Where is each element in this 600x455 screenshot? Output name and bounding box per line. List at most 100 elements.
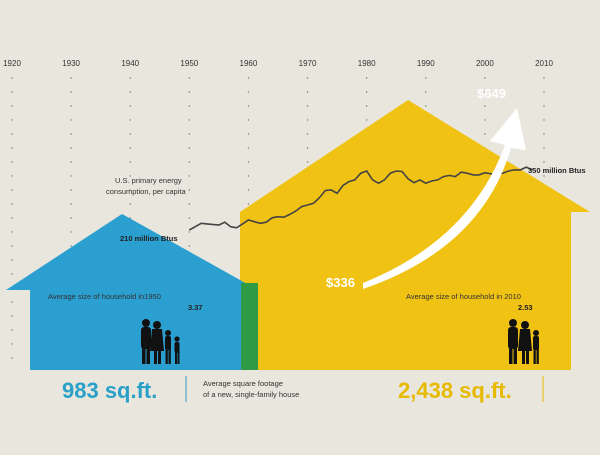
grid-dot <box>11 315 13 317</box>
grid-dot <box>11 245 13 247</box>
grid-dot <box>247 77 250 79</box>
grid-dot <box>188 77 191 79</box>
grid-dot <box>11 119 13 121</box>
grid-dot <box>129 147 131 149</box>
grid-dot <box>188 161 191 163</box>
grid-dot <box>247 133 250 135</box>
grid-dot <box>11 259 13 261</box>
grid-dot <box>543 105 545 107</box>
grid-dot <box>129 161 131 163</box>
year-tick-label: 2010 <box>535 59 553 68</box>
year-tick-label: 1950 <box>180 59 198 68</box>
grid-dot <box>247 147 250 149</box>
year-tick-label: 1990 <box>417 59 435 68</box>
grid-dot <box>484 77 486 79</box>
grid-dot <box>365 105 368 107</box>
grid-dot <box>11 329 13 331</box>
grid-dot <box>484 133 486 135</box>
grid-dot <box>11 343 13 345</box>
grid-dot <box>11 273 13 275</box>
grid-dot <box>11 175 13 177</box>
year-tick-label: 2000 <box>476 59 494 68</box>
grid-dot <box>484 91 486 93</box>
grid-dot <box>70 175 72 177</box>
grid-dot <box>247 119 250 121</box>
year-tick-label: 1940 <box>121 59 139 68</box>
household-2010-text: Average size of household in 2010 <box>406 292 521 301</box>
grid-dot <box>306 161 309 163</box>
grid-dot <box>365 91 368 93</box>
grid-dot <box>70 119 72 121</box>
grid-dot <box>129 203 131 205</box>
grid-dot <box>70 161 72 163</box>
grid-dot <box>188 231 191 233</box>
sqft-caption-line2: of a new, single-family house <box>203 390 299 399</box>
grid-dot <box>188 217 191 219</box>
grid-dot <box>425 105 427 107</box>
year-axis: 1920 1930 1940 1950 1960 1970 1980 1990 2000 2010 <box>3 59 553 68</box>
grid-dot <box>188 91 191 93</box>
grid-dot <box>11 91 13 93</box>
grid-dot <box>425 91 427 93</box>
grid-dot <box>425 77 427 79</box>
grid-dot <box>70 217 72 219</box>
grid-dot <box>484 105 486 107</box>
house-2010-shape <box>240 100 590 370</box>
year-tick-label: 1930 <box>62 59 80 68</box>
grid-dot <box>11 301 13 303</box>
grid-dot <box>70 231 72 233</box>
grid-dot <box>70 189 72 191</box>
grid-dot <box>11 161 13 163</box>
grid-dot <box>70 133 72 135</box>
household-1950-size: 3.37 <box>188 303 203 312</box>
grid-dot <box>11 105 13 107</box>
grid-dot <box>188 245 191 247</box>
grid-dot <box>11 231 13 233</box>
grid-dot <box>70 105 72 107</box>
price-end-label: $649 <box>477 86 506 101</box>
grid-dot <box>70 91 72 93</box>
grid-dot <box>247 105 250 107</box>
grid-dot <box>543 133 545 135</box>
grid-dot <box>129 119 131 121</box>
price-start-label: $336 <box>326 275 355 290</box>
grid-dot <box>543 147 545 149</box>
grid-dot <box>543 77 545 79</box>
grid-dot <box>306 77 309 79</box>
family-of-four-icon <box>141 319 180 364</box>
energy-consumption-line <box>188 166 533 231</box>
grid-dot <box>543 161 545 163</box>
grid-dot <box>484 119 486 121</box>
grid-dot <box>188 119 191 121</box>
family-of-three-icon <box>508 319 539 364</box>
grid-dot <box>11 217 13 219</box>
grid-dot <box>129 175 131 177</box>
energy-1950-value: 210 million Btus <box>120 234 178 243</box>
grid-dot <box>129 105 131 107</box>
sqft-1950-value: 983 sq.ft. <box>62 378 157 403</box>
grid-dot <box>306 147 309 149</box>
grid-dot <box>306 91 309 93</box>
grid-dot <box>247 203 250 205</box>
grid-dot <box>306 105 309 107</box>
grid-dot <box>70 203 72 205</box>
grid-dot <box>129 91 131 93</box>
grid-dot <box>11 77 13 79</box>
year-tick-label: 1920 <box>3 59 21 68</box>
grid-dot <box>543 119 545 121</box>
house-overlap-region <box>241 283 258 370</box>
grid-dot <box>188 105 191 107</box>
grid-dot <box>543 91 545 93</box>
grid-dot <box>11 147 13 149</box>
household-1950-text: Average size of household in1950 <box>48 292 161 301</box>
grid-dot <box>188 147 191 149</box>
grid-dot <box>188 133 191 135</box>
grid-dot <box>129 77 131 79</box>
energy-2008-value: 350 million Btus <box>528 166 586 175</box>
grid-dot <box>306 119 309 121</box>
grid-dot <box>129 189 131 191</box>
grid-dot <box>306 133 309 135</box>
year-tick-label: 1970 <box>299 59 317 68</box>
